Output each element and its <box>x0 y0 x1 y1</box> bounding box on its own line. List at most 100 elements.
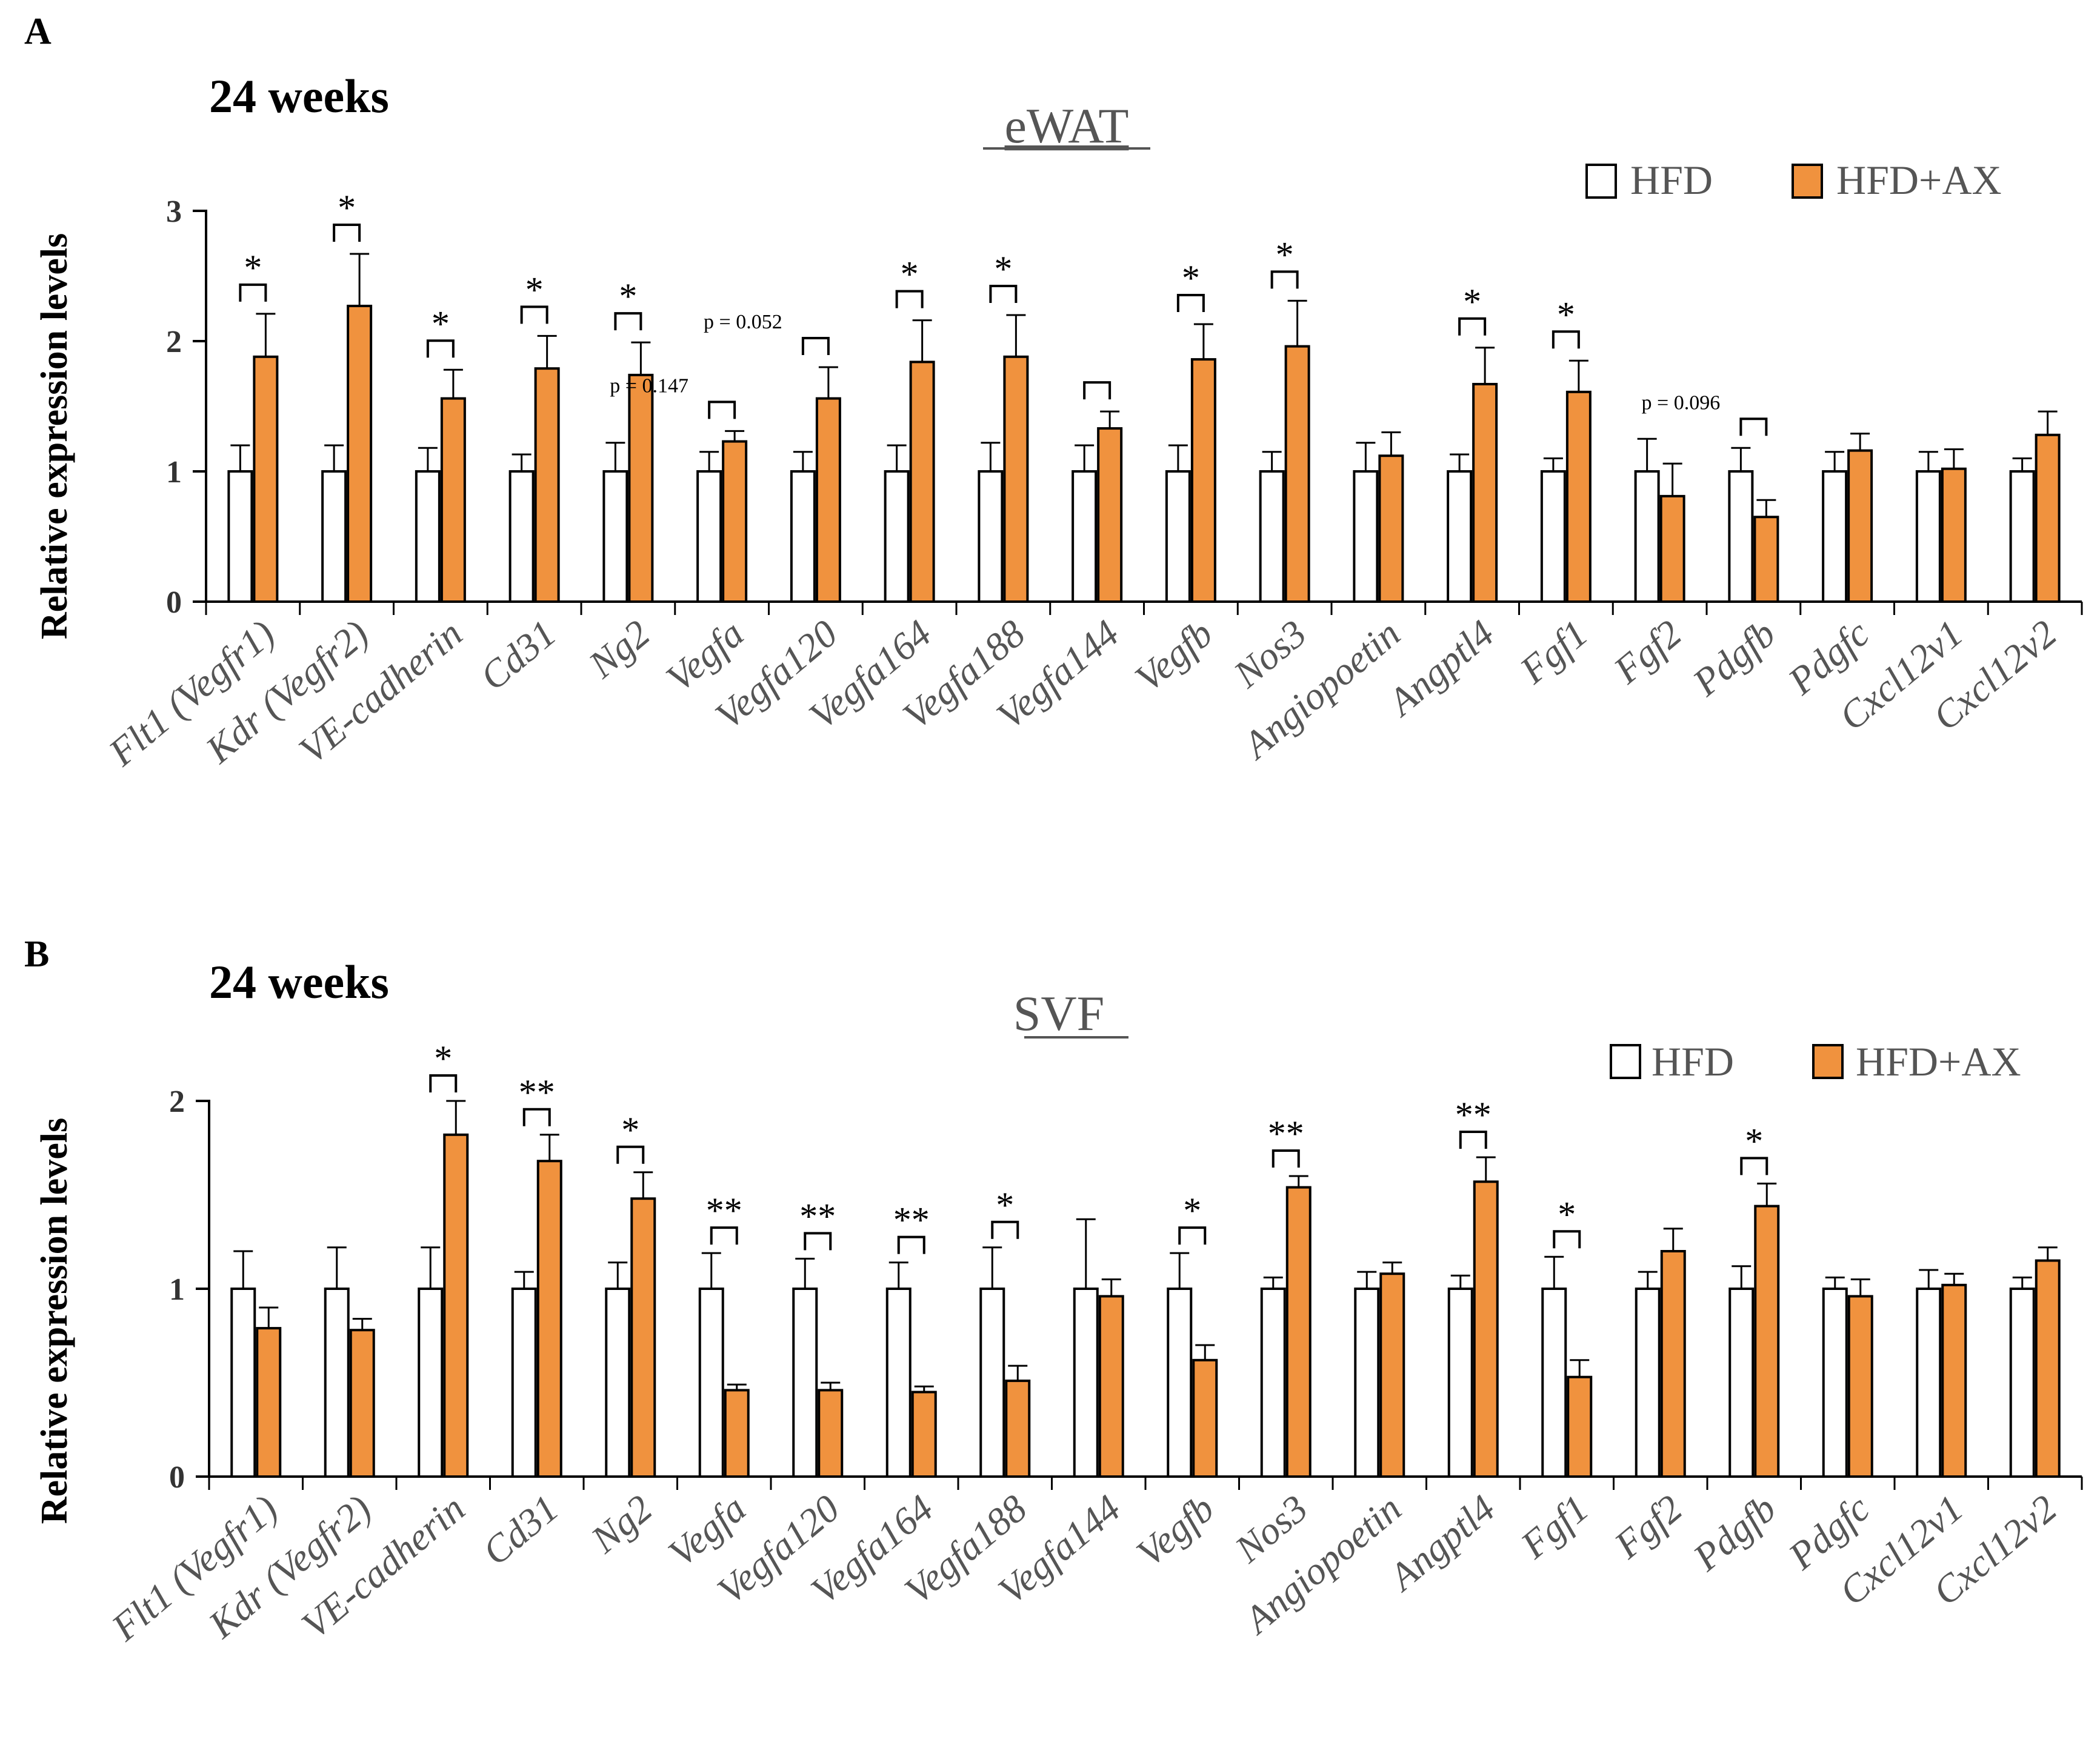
y-axis-label: Relative expression levels <box>34 233 75 639</box>
x-tick-label: Angptl4 <box>1379 1486 1503 1600</box>
bar-hfd <box>1353 470 1379 603</box>
bar-hfd <box>324 1288 350 1478</box>
significance-bracket <box>616 1145 645 1164</box>
significance-bracket <box>1176 294 1205 313</box>
bar-hfd <box>605 1288 631 1478</box>
significance-bracket <box>239 283 267 302</box>
bar-hfd-ax <box>1754 1205 1780 1478</box>
bar-hfd <box>885 1288 912 1478</box>
significance-marker: * <box>1558 1194 1576 1234</box>
significance-marker: * <box>996 1185 1014 1225</box>
significance-marker: * <box>244 248 262 288</box>
bar-hfd <box>1447 470 1473 603</box>
x-tick-label: Ng2 <box>582 1486 660 1561</box>
y-tick-label: 0 <box>166 585 182 620</box>
x-tick-label: Fgf1 <box>1512 1486 1596 1567</box>
bar-hfd-ax <box>1379 1272 1405 1478</box>
bar-hfd-ax <box>2035 1259 2061 1478</box>
chart-title: eWAT <box>1005 98 1129 153</box>
bar-hfd <box>1728 470 1754 603</box>
bar-hfd-ax <box>1378 454 1404 603</box>
bar-hfd <box>1259 470 1285 603</box>
x-tick-label: Cd31 <box>472 611 564 699</box>
bar-hfd-ax <box>534 367 560 603</box>
bar-hfd-ax <box>1659 494 1685 603</box>
bar-hfd-ax <box>818 1389 844 1478</box>
bar-hfd <box>1915 470 1941 603</box>
bar-hfd <box>696 470 722 603</box>
y-tick-label: 1 <box>169 1272 185 1307</box>
bar-hfd-ax <box>1190 358 1216 603</box>
significance-bracket <box>1458 317 1487 336</box>
significance-bracket <box>1272 1149 1300 1168</box>
bar-hfd-ax <box>443 1133 469 1478</box>
panel-letter: A <box>24 11 52 52</box>
significance-bracket <box>522 1108 551 1126</box>
bar-hfd <box>1165 470 1191 603</box>
y-tick-label: 2 <box>169 1085 185 1119</box>
bar-hfd-ax <box>1941 1283 1967 1478</box>
bar-hfd <box>1916 1288 1942 1478</box>
bar-hfd-ax <box>1567 1375 1593 1478</box>
bar-hfd-ax <box>440 397 466 603</box>
y-tick-label: 1 <box>166 455 182 490</box>
bar-hfd-ax <box>630 1197 656 1478</box>
significance-bracket <box>991 1220 1019 1239</box>
bar-hfd <box>1822 470 1848 603</box>
bar-hfd <box>602 470 628 603</box>
bar-hfd-ax <box>2035 433 2061 603</box>
significance-marker: * <box>619 276 637 316</box>
significance-bracket <box>1553 1230 1581 1249</box>
significance-marker: * <box>338 188 356 228</box>
bar-hfd <box>1634 470 1660 603</box>
significance-bracket <box>1739 417 1768 436</box>
significance-marker: * <box>1463 282 1481 322</box>
bar-hfd-ax <box>909 361 935 603</box>
bar-hfd <box>792 1288 818 1478</box>
significance-bracket <box>520 305 548 324</box>
bar-hfd-ax <box>1941 467 1967 603</box>
bar-hfd <box>511 1288 537 1478</box>
bar-hfd <box>2009 470 2035 603</box>
bar-hfd-ax <box>1097 427 1123 603</box>
bar-hfd <box>790 470 816 603</box>
bar-hfd-ax <box>349 1329 375 1478</box>
y-tick-label: 2 <box>166 325 182 359</box>
bar-hfd-ax <box>815 397 841 603</box>
bar-hfd-ax <box>1003 355 1029 603</box>
x-tick-label: Vegfb <box>1127 611 1221 700</box>
significance-bracket <box>429 1074 458 1092</box>
significance-bracket <box>1740 1157 1768 1175</box>
legend-swatch-hfd-ax <box>1792 164 1823 199</box>
bar-hfd-ax <box>1847 1295 1873 1478</box>
bar-hfd-ax <box>1473 1180 1499 1478</box>
significance-bracket <box>1270 270 1299 289</box>
legend-swatch-hfd <box>1585 164 1617 199</box>
time-label: 24 weeks <box>209 956 389 1008</box>
significance-marker: ** <box>893 1200 930 1240</box>
bar-hfd <box>979 1288 1005 1478</box>
significance-bracket <box>1552 330 1580 349</box>
bar-hfd <box>1728 1288 1755 1478</box>
y-tick-label: 3 <box>166 194 182 229</box>
bar-hfd-ax <box>536 1160 562 1478</box>
bar-hfd <box>508 470 535 603</box>
significance-bracket <box>1459 1131 1487 1149</box>
x-tick-label: Ng2 <box>580 611 658 686</box>
significance-bracket <box>1083 381 1112 400</box>
x-tick-label: Cd31 <box>475 1486 567 1574</box>
significance-marker: ** <box>799 1196 836 1236</box>
x-tick-label: Fgf2 <box>1606 1486 1690 1567</box>
bar-hfd-ax <box>1472 382 1498 603</box>
bar-hfd <box>230 1288 256 1478</box>
panel-b: B 24 weeks SVF Relative expression level… <box>24 934 2083 1649</box>
bar-hfd-ax <box>1565 390 1592 603</box>
chart-title: SVF <box>1013 986 1104 1041</box>
significance-bracket <box>1178 1226 1207 1245</box>
significance-bracket <box>710 1226 738 1245</box>
legend-label-hfd-ax: HFD+AX <box>1856 1039 2021 1085</box>
significance-marker: ** <box>519 1072 555 1112</box>
significance-bracket <box>895 290 924 308</box>
